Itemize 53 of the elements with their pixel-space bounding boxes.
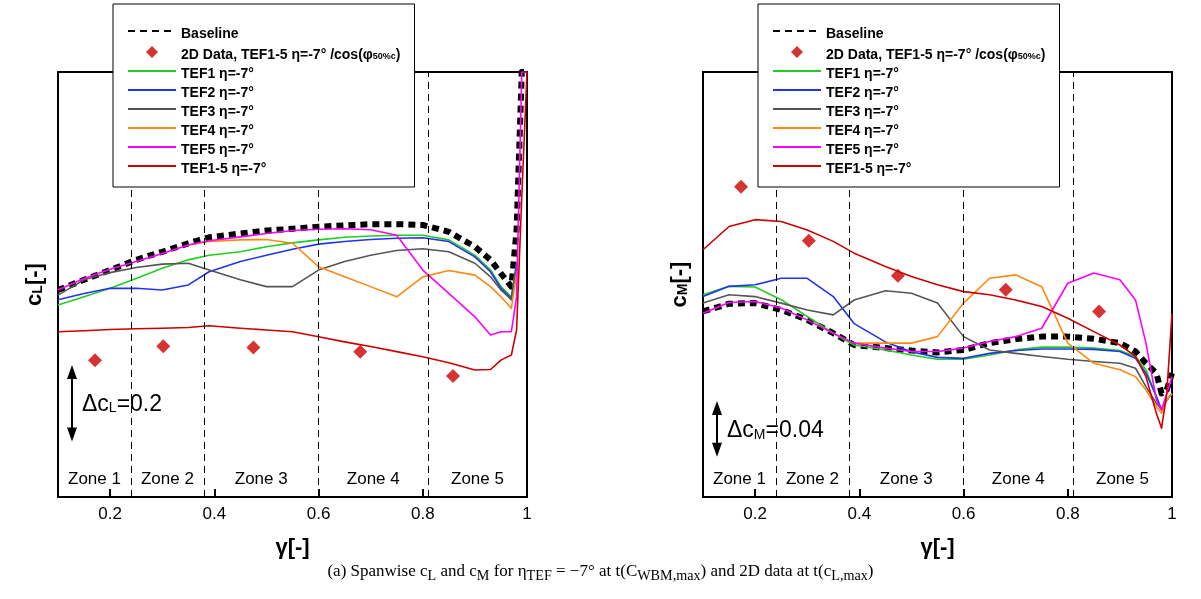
x-tick-label: 0.4 [202, 504, 227, 523]
x-axis-title: γ[-] [275, 534, 310, 560]
legend-label: TEF2 η=-7° [826, 84, 899, 100]
legend-label: TEF1 η=-7° [181, 65, 254, 81]
legend-label: Baseline [826, 25, 884, 41]
x-tick-label: 0.6 [951, 504, 976, 523]
point [801, 233, 816, 248]
legend-label: TEF5 η=-7° [181, 141, 254, 157]
point [734, 179, 749, 194]
annotation: Zone 1 [68, 469, 121, 488]
x-tick-label: 1 [1167, 504, 1177, 523]
annotation: Zone 4 [346, 469, 400, 488]
point [156, 339, 171, 354]
text: (a) Spanwise c$_{L}$ and c$_{M}$ for η$_{TEF}$ = −7° at t(C$_{WBM,max}$) and 2D data at t(c$_{L,max}$) [327, 561, 874, 584]
legend-label: 2D Data, TEF1-5 η=-7° /cos(φ50%c) [181, 46, 401, 62]
x-tick-label: 0.8 [1055, 504, 1080, 523]
annotation: Zone 2 [140, 469, 194, 488]
point [998, 282, 1013, 297]
annotation: Zone 2 [785, 469, 839, 488]
x-tick-label: 0.2 [98, 504, 122, 523]
legend-label: TEF5 η=-7° [826, 141, 899, 157]
annotation: ΔcM=0.04 [727, 416, 824, 443]
point [1092, 304, 1107, 319]
y-axis-title: cM[-] [665, 261, 691, 308]
legend-label: TEF2 η=-7° [181, 84, 254, 100]
point [88, 353, 102, 368]
legend-label: TEF1 η=-7° [826, 65, 899, 81]
legend-label: TEF1-5 η=-7° [181, 160, 267, 176]
annotation: Zone 5 [451, 469, 504, 488]
annotation: Zone 4 [991, 469, 1045, 488]
point [446, 368, 460, 383]
x-tick-label: 0.8 [410, 504, 435, 523]
point [890, 268, 905, 283]
legend-label: TEF4 η=-7° [181, 122, 254, 138]
annotation: Zone 3 [234, 469, 288, 488]
point [353, 344, 368, 359]
legend-label: TEF3 η=-7° [181, 103, 254, 119]
x-axis-title: γ[-] [920, 534, 955, 560]
legend-label: 2D Data, TEF1-5 η=-7° /cos(φ50%c) [826, 46, 1046, 62]
point [246, 340, 261, 355]
annotation: Zone 1 [713, 469, 766, 488]
annotation: ΔcL=0.2 [82, 389, 163, 416]
annotation: Zone 3 [879, 469, 933, 488]
legend-label: TEF3 η=-7° [826, 103, 899, 119]
legend-label: Baseline [181, 25, 239, 41]
annotation: Zone 5 [1096, 469, 1149, 488]
legend-label: TEF4 η=-7° [826, 122, 899, 138]
legend-label: TEF1-5 η=-7° [826, 160, 912, 176]
x-tick-label: 1 [522, 504, 532, 523]
y-axis-title: cL[-] [20, 263, 46, 306]
x-tick-label: 0.2 [743, 504, 767, 523]
x-tick-label: 0.6 [306, 504, 331, 523]
x-tick-label: 0.4 [847, 504, 872, 523]
